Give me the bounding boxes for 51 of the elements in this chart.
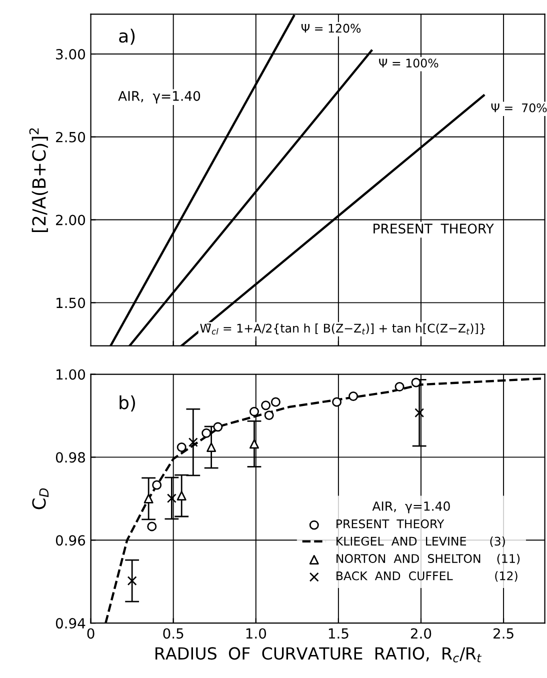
annotation: W̄$_{cl}$ = 1+A/2{tan h [ B(Z−Z$_{t}$)] + tan h[C(Z−Z$_{t}$)]}	[200, 323, 485, 335]
point	[206, 442, 216, 452]
point	[270, 397, 280, 407]
annotation: b)	[120, 395, 135, 412]
x-tick-label: 1.5	[328, 628, 348, 639]
legend-label: KLIEGEL AND LEVINE (3)	[336, 536, 505, 548]
y-tick-label: 0.94	[56, 618, 86, 629]
point	[188, 438, 198, 448]
y-axis-title: C$_{D}$	[32, 488, 49, 510]
point	[176, 491, 186, 501]
point	[348, 391, 358, 401]
x-tick-label: 2.5	[494, 628, 514, 639]
y-tick-label: 1.00	[56, 369, 86, 380]
point	[250, 439, 259, 449]
point	[147, 522, 157, 532]
point	[264, 410, 274, 420]
x-tick-label: 1.0	[246, 628, 266, 639]
annotation: AIR, γ=1.40	[118, 90, 200, 104]
legend-label: PRESENT THEORY	[336, 519, 444, 528]
point	[411, 378, 421, 388]
series-label: Ψ = 120%	[301, 24, 361, 33]
legend-title: AIR, γ=1.40	[372, 501, 450, 514]
point	[250, 406, 259, 416]
point	[202, 428, 212, 438]
point	[332, 397, 342, 407]
x-tick-label: 0	[87, 628, 94, 639]
point	[144, 494, 154, 504]
point	[414, 408, 424, 418]
y-tick-label: 1.50	[56, 298, 86, 308]
point	[166, 494, 176, 503]
point	[261, 400, 271, 410]
y-axis-title: [2/A(B+C)]$^{2}$	[29, 128, 48, 232]
y-tick-label: 3.00	[56, 48, 86, 60]
point	[394, 382, 404, 392]
y-tick-label: 0.96	[56, 535, 86, 546]
point	[176, 442, 186, 452]
x-tick-label: 2.0	[410, 628, 432, 639]
point	[127, 576, 137, 586]
x-tick-label: 0.5	[163, 628, 184, 639]
point	[213, 422, 223, 432]
legend-label: NORTON AND SHELTON (11)	[336, 554, 520, 564]
y-tick-label: 2.50	[56, 132, 86, 142]
y-tick-label: 2.00	[56, 214, 86, 226]
legend-label: BACK AND CUFFEL (12)	[336, 571, 518, 582]
y-tick-label: 0.98	[56, 452, 85, 463]
annotation: a)	[119, 28, 135, 45]
point	[152, 480, 162, 490]
series-label: Ψ = 100%	[379, 58, 438, 68]
x-axis-title: RADIUS OF CURVATURE RATIO, R$_{c}$/R$_{t}$	[156, 647, 482, 662]
series-label: Ψ = 70%	[491, 103, 547, 112]
annotation: PRESENT THEORY	[374, 224, 494, 234]
